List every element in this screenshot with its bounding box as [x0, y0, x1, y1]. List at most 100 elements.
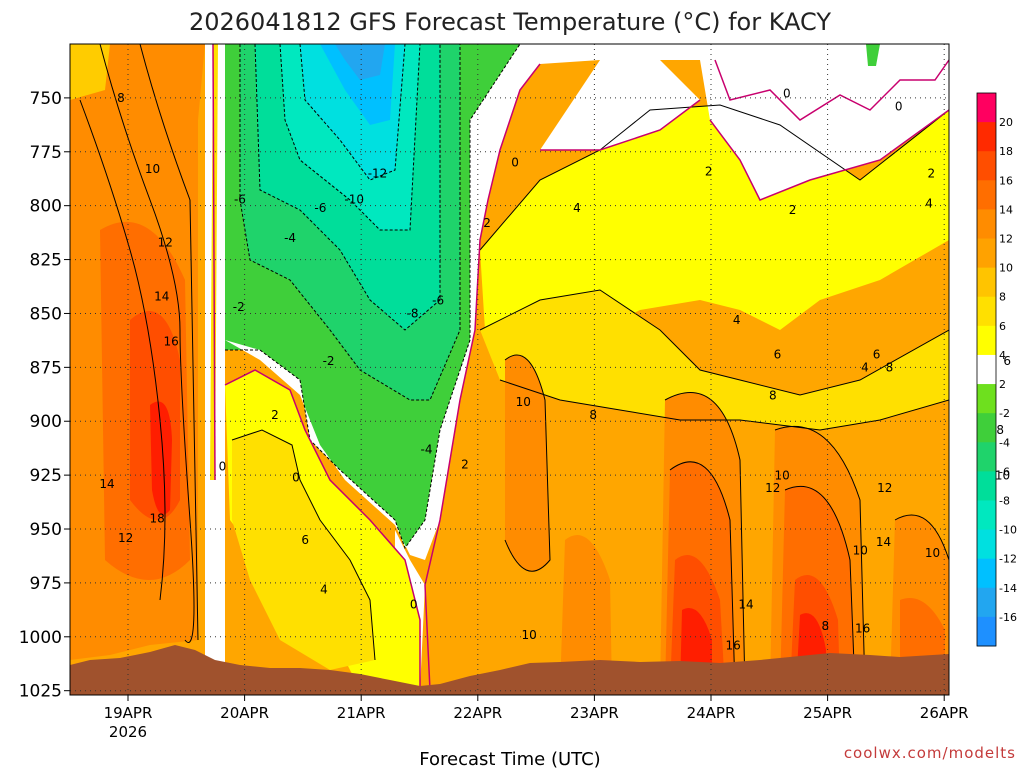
contour-label: 14 [738, 598, 753, 612]
colorbar-swatch [977, 325, 996, 356]
contour-label: 2 [789, 203, 797, 217]
colorbar-swatch [977, 209, 996, 240]
colorbar-tick-label: -4 [999, 436, 1010, 449]
contour-label: -4 [421, 442, 433, 456]
y-tick-label: 875 [30, 358, 62, 378]
contour-label: 10 [925, 546, 940, 560]
contour-label: 2 [271, 408, 279, 422]
isotherm-line [231, 429, 376, 661]
colorbar-tick-label: 2 [999, 378, 1006, 391]
isotherm-line [139, 44, 199, 641]
contour-label: 0 [783, 87, 791, 101]
colorbar-swatch [977, 616, 996, 647]
contour-label: 10 [774, 468, 789, 482]
y-tick-label: 750 [30, 89, 62, 109]
colorbar-swatch [977, 151, 996, 181]
colorbar-tick-label: 18 [999, 145, 1013, 158]
y-tick-label: 900 [30, 412, 62, 432]
contour-label: 8 [821, 619, 829, 633]
y-tick-label: 950 [30, 520, 62, 540]
isotherm-line [664, 392, 746, 691]
contour-label: 16 [855, 621, 870, 635]
cold-region-minus16 [335, 44, 385, 80]
contour-label: 6 [301, 533, 309, 547]
isotherm-line [254, 44, 441, 331]
contour-label: 10 [516, 395, 531, 409]
isotherm-line [479, 289, 949, 396]
contour-label: 8 [886, 361, 894, 375]
contour-label: 8 [996, 423, 1004, 437]
colorbar-swatch [977, 558, 996, 589]
y-tick-label: 925 [30, 466, 62, 486]
zero-degree-line [714, 59, 949, 121]
freezing-region-northeast [700, 60, 949, 200]
x-axis: 19APR 20APR 21APR 22APR 23APR 24APR 25APR 26APR… [104, 695, 969, 741]
colorbar-swatch [977, 267, 996, 298]
isotherm-line [894, 514, 949, 561]
colorbar-tick-label: -8 [999, 494, 1010, 507]
band-4-to-6-east [480, 290, 949, 430]
colorbar-tick-label: -16 [999, 611, 1017, 624]
contour-label: 0 [219, 460, 227, 474]
colorbar-tick-label: -2 [999, 407, 1010, 420]
y-tick-label: 775 [30, 143, 62, 163]
y-tick-label: 1025 [19, 682, 62, 702]
contour-label: 12 [877, 481, 892, 495]
isotherm-line [279, 44, 421, 231]
colorbar-tick-label: 20 [999, 116, 1013, 129]
contour-label: 4 [320, 583, 328, 597]
x-tick-label: 25APR [803, 704, 852, 722]
isotherm-line [79, 99, 166, 601]
surface-terrain [70, 645, 949, 695]
contour-label: 10 [521, 628, 536, 642]
contour-label: 6 [1003, 354, 1011, 368]
contour-label: 8 [117, 91, 125, 105]
zero-degree-line [224, 369, 421, 690]
colorbar-swatch [977, 587, 996, 618]
contour-label: 0 [410, 598, 418, 612]
colorbar-swatch [977, 354, 996, 385]
contour-label: 10 [995, 468, 1010, 482]
colorbar-tick-label: 16 [999, 174, 1013, 187]
x-tick-label: 21APR [337, 704, 386, 722]
x-axis-label: Forecast Time (UTC) [419, 749, 600, 768]
isotherm-line [504, 354, 551, 572]
contour-label: 8 [769, 389, 777, 403]
contour-label: 4 [925, 197, 933, 211]
colorbar-tick-label: -14 [999, 582, 1017, 595]
contour-label: 2 [928, 166, 936, 180]
contour-label: -8 [407, 307, 419, 321]
chart-title: 2026041812 GFS Forecast Temperature (°C)… [189, 8, 831, 36]
contour-label: -2 [233, 300, 245, 314]
contour-label: 4 [861, 361, 869, 375]
colorbar-tick-label: -6 [999, 465, 1010, 478]
contour-label: 6 [873, 348, 881, 362]
warm-pocket-east-10 [505, 355, 550, 572]
colorbar-tick-label: 8 [999, 291, 1006, 304]
isotherm-line [774, 425, 866, 691]
y-tick-label: 800 [30, 197, 62, 217]
contour-label: 16 [726, 639, 741, 653]
colorbar-swatch [977, 122, 996, 152]
contour-label: 18 [150, 511, 165, 525]
contour-label: 10 [853, 544, 868, 558]
isotherm-line [99, 44, 195, 643]
colorbar-tick-label: 4 [999, 349, 1006, 362]
x-tick-label: 23APR [570, 704, 619, 722]
colorbar-tick-label: 12 [999, 233, 1013, 246]
contour-label: 2 [705, 164, 713, 178]
cool-corner-northwest [70, 44, 110, 100]
contour-label: 2 [483, 216, 491, 230]
y-axis: 750 775 800 825 850 875 900 925 950 975 1000 1025 [19, 89, 70, 702]
contour-label: 2 [461, 458, 469, 472]
isotherm-line [479, 104, 949, 251]
contour-label: 10 [145, 162, 160, 176]
colorbar-swatch [977, 296, 996, 327]
colorbar-tick-label: 14 [999, 203, 1013, 216]
contour-label: -12 [368, 166, 388, 180]
plot-area [70, 44, 949, 695]
zero-degree-line [540, 99, 701, 151]
colorbar-swatch [977, 529, 996, 560]
colorbar-tick-label: 10 [999, 262, 1013, 275]
